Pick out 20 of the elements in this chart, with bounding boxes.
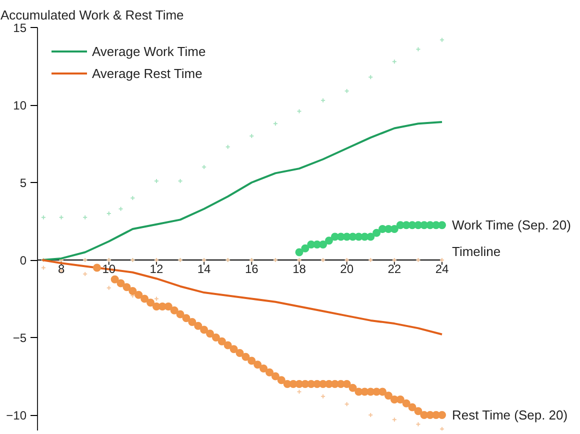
y-tick-label: 0: [20, 254, 27, 268]
x-tick-label: 22: [388, 262, 402, 276]
x-tick-label: 18: [292, 262, 306, 276]
y-tick-label: 15: [13, 21, 27, 35]
x-tick-label: 24: [435, 262, 450, 276]
series-label: Rest Time (Sep. 20): [452, 408, 568, 422]
legend-label: Average Work Time: [92, 44, 206, 58]
series-label: Work Time (Sep. 20): [452, 218, 571, 233]
y-tick-label: 10: [13, 98, 27, 112]
y-tick-label: 5: [20, 176, 27, 190]
x-tick-label: 8: [58, 262, 65, 276]
x-tick-label: 16: [244, 262, 259, 276]
y-axis-title: Accumulated Work & Rest Time: [0, 8, 184, 22]
y-tick-label: −5: [12, 331, 27, 345]
x-tick-label: 20: [340, 262, 354, 276]
legend-label: Average Rest Time: [92, 66, 202, 80]
y-tick-label: −10: [6, 408, 27, 422]
x-tick-label: 12: [150, 262, 164, 276]
x-axis-title: Timeline: [452, 244, 501, 259]
x-tick-label: 14: [197, 262, 212, 276]
